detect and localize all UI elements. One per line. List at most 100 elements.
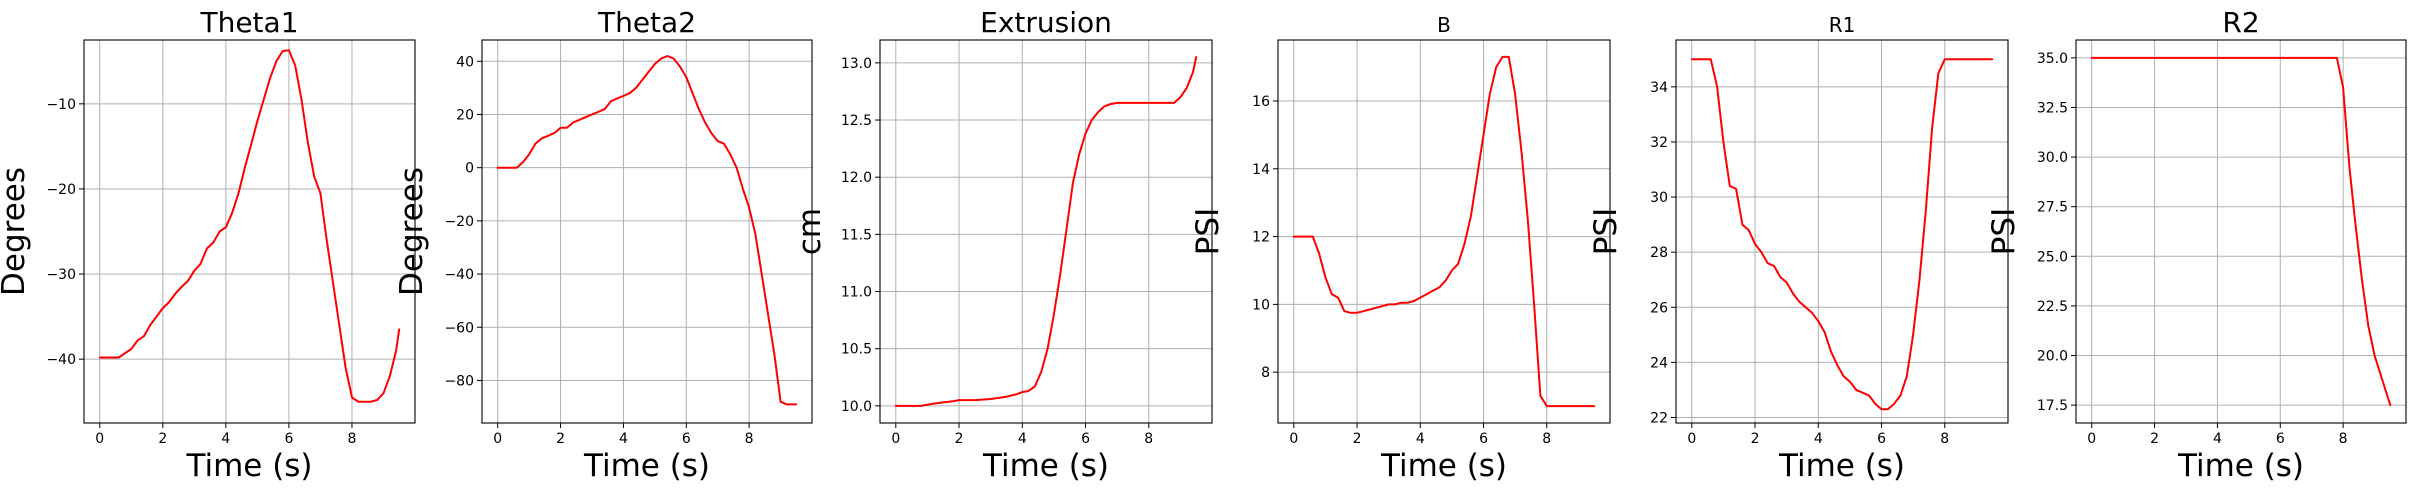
chart-title: Extrusion bbox=[980, 6, 1112, 39]
y-axis-label: cm bbox=[792, 208, 828, 255]
chart-panel-4: 0 2 4 6 8 8 10 12 14 16 B Time (s) PSI bbox=[1190, 13, 1611, 484]
chart-title: R1 bbox=[1829, 13, 1856, 37]
y-tick-label: −60 bbox=[444, 320, 474, 336]
x-tick-label: 2 bbox=[2150, 431, 2159, 447]
chart-title: R2 bbox=[2222, 6, 2259, 39]
y-tick-label: 30 bbox=[1650, 190, 1668, 206]
y-tick-label: 8 bbox=[1261, 365, 1270, 381]
plot-frame bbox=[879, 39, 1213, 424]
y-tick-label: 12 bbox=[1252, 230, 1270, 246]
y-tick-label: 10 bbox=[1252, 297, 1270, 313]
y-tick-label: 22.5 bbox=[2037, 299, 2068, 315]
plot-frame bbox=[1277, 39, 1611, 424]
chart-panel-3: 0 2 4 6 8 10.0 10.5 11.0 11.5 12.0 12.5 13.0 Extrusi… bbox=[792, 6, 1213, 484]
x-tick-label: 8 bbox=[1940, 431, 1949, 447]
series-line-1 bbox=[1292, 55, 1596, 408]
x-tick-label: 6 bbox=[1479, 431, 1488, 447]
y-tick-label: 26 bbox=[1650, 300, 1668, 316]
x-tick-label: 4 bbox=[1018, 431, 1027, 447]
y-tick-label: 10.5 bbox=[841, 342, 872, 358]
plot-frame bbox=[481, 39, 813, 424]
chart-title: B bbox=[1437, 13, 1451, 37]
y-tick-label: 20.0 bbox=[2037, 349, 2068, 365]
y-tick-label: 24 bbox=[1650, 355, 1668, 371]
y-axis-label: Degrees bbox=[394, 167, 430, 296]
x-tick-label: 6 bbox=[284, 431, 293, 447]
y-tick-label: 0 bbox=[465, 161, 474, 177]
y-tick-label: 20 bbox=[456, 107, 474, 123]
y-axis-label: PSI bbox=[1190, 208, 1226, 256]
y-tick-label: −20 bbox=[444, 214, 474, 230]
series-line-1 bbox=[894, 56, 1198, 407]
series-line-1 bbox=[1690, 58, 1994, 411]
y-tick-label: 12.0 bbox=[841, 170, 872, 186]
y-tick-label: 17.5 bbox=[2037, 398, 2068, 414]
x-tick-label: 0 bbox=[2087, 431, 2096, 447]
chart-title: Theta2 bbox=[597, 6, 696, 39]
x-tick-label: 0 bbox=[493, 431, 502, 447]
x-tick-label: 2 bbox=[1751, 431, 1760, 447]
y-tick-label: 34 bbox=[1650, 80, 1668, 96]
chart-panel-1: 0 2 4 6 8 −40 −30 −20 −10 Theta1 Time (s) Degrees bbox=[0, 6, 416, 484]
y-tick-label: 16 bbox=[1252, 94, 1270, 110]
y-tick-label: 27.5 bbox=[2037, 200, 2068, 216]
x-axis-label: Time (s) bbox=[1380, 448, 1507, 484]
x-axis-label: Time (s) bbox=[1778, 448, 1905, 484]
chart-title: Theta1 bbox=[199, 6, 298, 39]
y-axis-label: Degrees bbox=[0, 167, 32, 296]
x-tick-label: 8 bbox=[745, 431, 754, 447]
chart-panel-2: 0 2 4 6 8 −80 −60 −40 −20 0 20 40 Theta2 Time (s) Degr… bbox=[394, 6, 813, 484]
y-tick-label: 11.5 bbox=[841, 227, 872, 243]
x-tick-label: 0 bbox=[1289, 431, 1298, 447]
y-tick-label: 28 bbox=[1650, 245, 1668, 261]
y-axis-label: PSI bbox=[1986, 208, 2022, 256]
x-tick-label: 8 bbox=[1144, 431, 1153, 447]
x-tick-label: 4 bbox=[2213, 431, 2222, 447]
y-tick-label: 30.0 bbox=[2037, 150, 2068, 166]
y-tick-label: 32.5 bbox=[2037, 100, 2068, 116]
plot-frame bbox=[2075, 39, 2407, 424]
y-tick-label: −30 bbox=[46, 267, 76, 283]
x-tick-label: 8 bbox=[1542, 431, 1551, 447]
plot-frame bbox=[83, 39, 416, 424]
x-tick-label: 0 bbox=[1687, 431, 1696, 447]
y-tick-label: 25.0 bbox=[2037, 249, 2068, 265]
series-line-1 bbox=[496, 55, 798, 406]
x-axis-label: Time (s) bbox=[982, 448, 1109, 484]
x-axis-label: Time (s) bbox=[185, 448, 312, 484]
x-axis-label: Time (s) bbox=[583, 448, 710, 484]
y-tick-label: 12.5 bbox=[841, 113, 872, 129]
x-tick-label: 0 bbox=[95, 431, 104, 447]
x-tick-label: 6 bbox=[682, 431, 691, 447]
y-tick-label: 40 bbox=[456, 54, 474, 70]
y-tick-label: −80 bbox=[444, 373, 474, 389]
y-tick-label: 35.0 bbox=[2037, 51, 2068, 67]
y-axis-label: PSI bbox=[1588, 208, 1624, 256]
x-tick-label: 4 bbox=[221, 431, 230, 447]
x-tick-label: 6 bbox=[2276, 431, 2285, 447]
series-line-1 bbox=[2090, 56, 2392, 407]
y-tick-label: −40 bbox=[46, 352, 76, 368]
y-tick-label: −20 bbox=[46, 182, 76, 198]
x-tick-label: 2 bbox=[955, 431, 964, 447]
x-tick-label: 4 bbox=[1416, 431, 1425, 447]
y-tick-label: −40 bbox=[444, 267, 474, 283]
x-tick-label: 2 bbox=[556, 431, 565, 447]
x-tick-label: 2 bbox=[1353, 431, 1362, 447]
x-axis-label: Time (s) bbox=[2177, 448, 2304, 484]
x-tick-label: 8 bbox=[347, 431, 356, 447]
x-tick-label: 4 bbox=[619, 431, 628, 447]
y-tick-label: 32 bbox=[1650, 135, 1668, 151]
plot-frame bbox=[1675, 39, 2009, 424]
y-tick-label: 13.0 bbox=[841, 56, 872, 72]
x-tick-label: 2 bbox=[158, 431, 167, 447]
x-tick-label: 6 bbox=[1081, 431, 1090, 447]
y-tick-label: 11.0 bbox=[841, 285, 872, 301]
x-tick-label: 8 bbox=[2339, 431, 2348, 447]
y-tick-label: 22 bbox=[1650, 410, 1668, 426]
y-tick-label: 14 bbox=[1252, 162, 1270, 178]
x-tick-label: 4 bbox=[1814, 431, 1823, 447]
x-tick-label: 0 bbox=[891, 431, 900, 447]
